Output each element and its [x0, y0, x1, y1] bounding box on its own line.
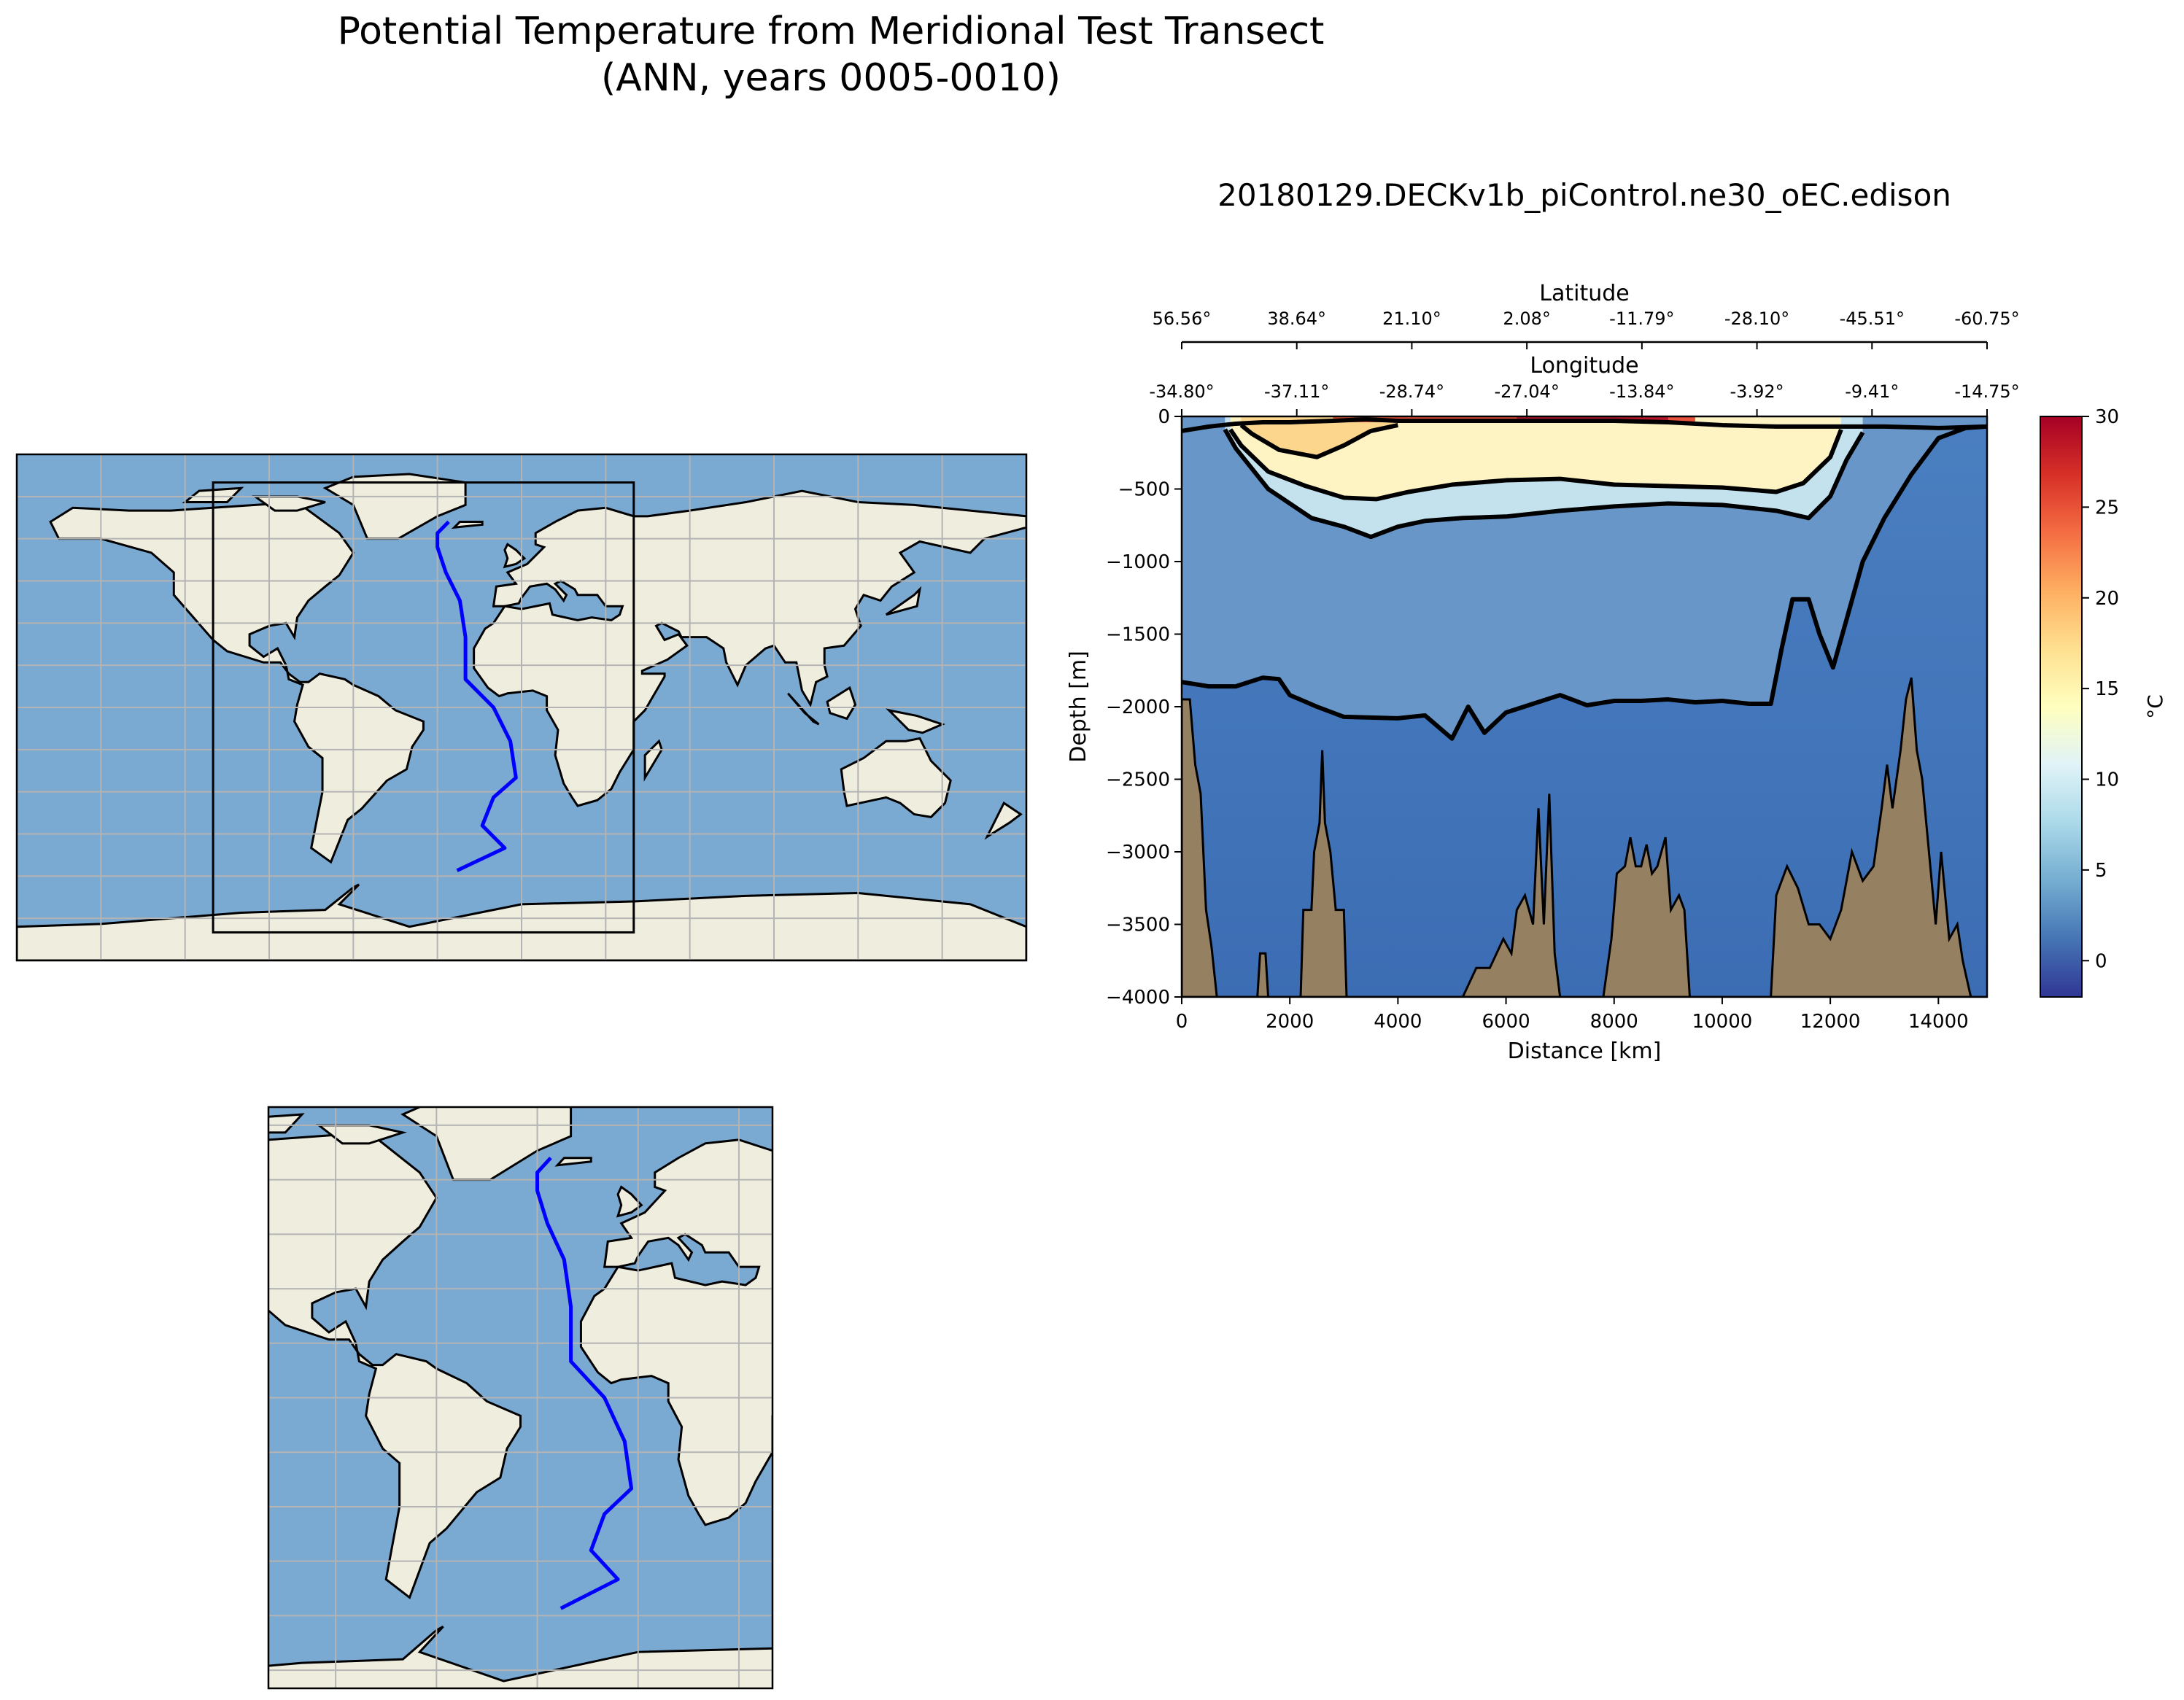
- latitude-tick-label: 38.64°: [1267, 308, 1326, 329]
- colorbar-tick-label: 0: [2095, 950, 2107, 972]
- land-polygon: [554, 1157, 592, 1167]
- transect-line-global: [435, 520, 518, 872]
- x-tick-label: 8000: [1590, 1011, 1638, 1033]
- latitude-tick-label: -11.79°: [1609, 308, 1674, 329]
- latitude-tick-label: 2.08°: [1503, 308, 1550, 329]
- land-polygon: [826, 686, 857, 721]
- temp-band-15-20: [1241, 416, 1398, 457]
- longitude-tick-label: -28.74°: [1379, 381, 1444, 402]
- x-axis-label: Distance [km]: [1508, 1039, 1662, 1064]
- longitude-tick-label: -14.75°: [1954, 381, 2019, 402]
- land-polygon: [451, 521, 484, 529]
- latitude-axis: Latitude 56.56° 38.64° 21.10° 2.08° -11.79° -…: [1153, 281, 2020, 349]
- colorbar-bar: [2040, 416, 2083, 998]
- run-name-subtitle: 20180129.DECKv1b_piControl.ne30_oEC.edis…: [1217, 177, 1951, 213]
- longitude-tick-label: -9.41°: [1845, 381, 1899, 402]
- contour-10C: [1228, 428, 1843, 502]
- y-tick-label: −500: [1118, 479, 1170, 501]
- land-polygon: [1004, 1373, 1038, 1413]
- isotherm-contours: [1182, 416, 1987, 741]
- longitude-tick-label: -34.80°: [1149, 381, 1214, 402]
- x-tick-label: 12000: [1800, 1011, 1861, 1033]
- latitude-tick-label: -60.75°: [1954, 308, 2019, 329]
- contour-15C: [1239, 423, 1399, 459]
- land-polygon: [616, 1185, 643, 1218]
- land-polygon: [503, 543, 527, 569]
- bathymetry-seafloor: [1182, 677, 1987, 997]
- colorbar-tick-label: 10: [2095, 769, 2119, 791]
- latitude-ticks: 56.56° 38.64° 21.10° 2.08° -11.79° -28.10° -45…: [1153, 308, 2020, 349]
- latitude-tick-label: 56.56°: [1153, 308, 1212, 329]
- contour-surface: [1182, 416, 1987, 433]
- transect-line-inset: [535, 1157, 634, 1610]
- longitude-axis: Longitude -34.80° -37.11° -28.74° -27.04° -1…: [1149, 353, 2020, 416]
- land-polygon: [268, 1113, 305, 1134]
- land-polygon: [579, 1138, 772, 1526]
- x-axis-ticks: 0 2000 4000 6000 8000 10000 12000 14000: [1176, 997, 1969, 1033]
- colorbar-tick-label: 5: [2095, 860, 2107, 882]
- colorbar-ticks: 0 5 10 15 20 25 30: [2082, 406, 2119, 972]
- y-tick-label: −3000: [1106, 842, 1170, 863]
- land-polygon: [885, 586, 922, 616]
- colorbar-tick-label: 20: [2095, 588, 2119, 610]
- x-tick-label: 2000: [1266, 1011, 1314, 1033]
- y-tick-label: 0: [1158, 406, 1170, 428]
- transect-section-plot: 0 2000 4000 6000 8000 10000 12000 14000 0 −500 −1…: [1066, 281, 2020, 1064]
- x-tick-label: 4000: [1374, 1011, 1422, 1033]
- longitude-tick-label: -13.84°: [1609, 381, 1674, 402]
- x-tick-label: 6000: [1482, 1011, 1530, 1033]
- land-polygon: [1078, 1401, 1142, 1430]
- figure-title-line1: Potential Temperature from Meridional Te…: [338, 9, 1325, 53]
- land-polygon: [1075, 1245, 1115, 1278]
- latitude-tick-label: -45.51°: [1840, 308, 1905, 329]
- land-polygon: [957, 1380, 994, 1420]
- land-polygon: [473, 489, 1026, 807]
- land-polygon: [1196, 1521, 1236, 1565]
- land-polygon: [786, 1441, 806, 1489]
- longitude-tick-label: -37.11°: [1264, 381, 1329, 402]
- y-tick-label: −2500: [1106, 769, 1170, 791]
- contour-5C: [1223, 428, 1865, 540]
- longitude-ticks: -34.80° -37.11° -28.74° -27.04° -13.84° -3.92…: [1149, 381, 2020, 416]
- colorbar: 0 5 10 15 20 25 30 °C: [2040, 406, 2167, 998]
- latitude-axis-label: Latitude: [1539, 281, 1629, 306]
- y-tick-label: −1000: [1106, 551, 1170, 573]
- y-tick-label: −1500: [1106, 624, 1170, 646]
- land-polygon: [984, 801, 1023, 840]
- land-polygon: [840, 737, 952, 818]
- longitude-tick-label: -3.92°: [1730, 381, 1784, 402]
- x-tick-label: 0: [1176, 1011, 1188, 1033]
- global-map-gridlines: [17, 454, 1026, 960]
- y-axis-ticks: 0 −500 −1000 −1500 −2000 −2500 −3000 −3500 −4000: [1106, 406, 1182, 1009]
- y-axis-label: Depth [m]: [1066, 651, 1091, 763]
- atlantic-map: [267, 1106, 1236, 1690]
- y-tick-label: −3500: [1106, 915, 1170, 936]
- x-tick-label: 10000: [1692, 1011, 1753, 1033]
- land-polygon: [787, 692, 820, 726]
- land-polygon: [1021, 1437, 1153, 1539]
- colorbar-unit-label: °C: [2143, 694, 2167, 719]
- y-tick-label: −4000: [1106, 987, 1170, 1009]
- temp-band-10-15: [1230, 416, 1841, 500]
- y-tick-label: −2000: [1106, 696, 1170, 718]
- latitude-tick-label: 21.10°: [1382, 308, 1441, 329]
- inset-map-frame: [267, 1106, 774, 1690]
- latitude-tick-label: -28.10°: [1724, 308, 1789, 329]
- colorbar-tick-label: 30: [2095, 406, 2119, 428]
- longitude-tick-label: -27.04°: [1494, 381, 1559, 402]
- global-map: [15, 453, 1028, 962]
- colorbar-tick-label: 25: [2095, 497, 2119, 519]
- longitude-axis-label: Longitude: [1530, 353, 1638, 379]
- x-tick-label: 14000: [1908, 1011, 1969, 1033]
- colorbar-tick-label: 15: [2095, 678, 2119, 700]
- inset-map-gridlines: [268, 1107, 772, 1688]
- atlantic-region-box: [212, 481, 635, 934]
- global-map-frame: [15, 453, 1028, 962]
- figure-title-line2: (ANN, years 0005-0010): [601, 56, 1061, 100]
- contour-deep: [1182, 424, 1987, 741]
- land-polygon: [886, 708, 945, 734]
